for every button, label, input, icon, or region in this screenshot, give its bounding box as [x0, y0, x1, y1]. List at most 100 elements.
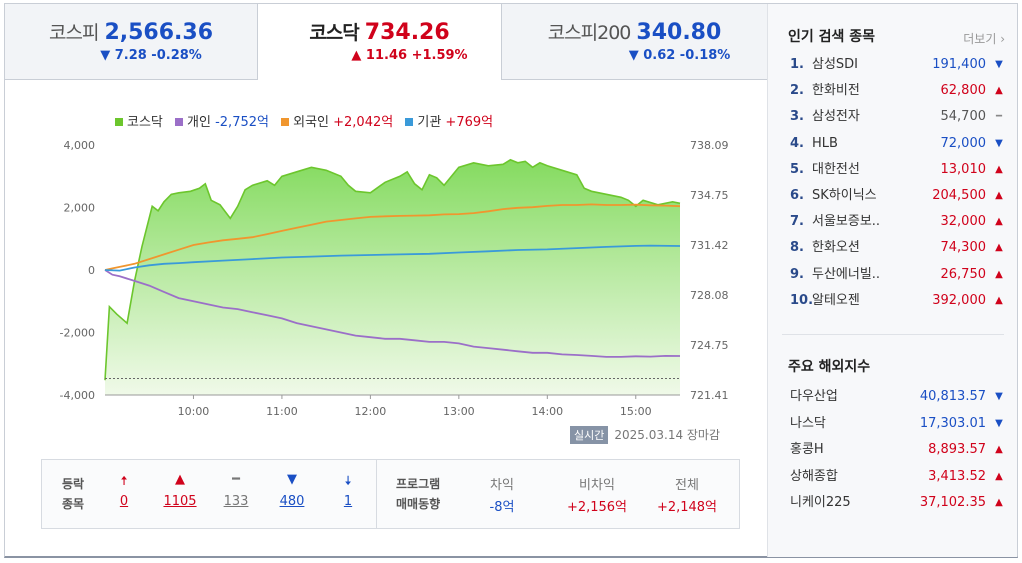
legend-institution: 기관 +769억	[405, 111, 493, 130]
overseas-item[interactable]: 나스닥 17,303.01 ▼	[790, 411, 1008, 438]
down-arrow-icon: ▼	[995, 137, 1003, 149]
stock-name[interactable]: HLB	[812, 135, 838, 151]
rank: 2.	[790, 83, 804, 99]
popular-item[interactable]: 7. 서울보증보.. 32,000 ▲	[790, 209, 1008, 235]
legend-label: 기관	[417, 115, 442, 130]
stock-price: 74,300	[940, 240, 987, 256]
up-arrow-icon: ▲	[995, 497, 1003, 508]
overseas-item[interactable]: 홍콩H 8,893.57 ▲	[790, 437, 1008, 464]
popular-item[interactable]: 8. 한화오션 74,300 ▲	[790, 235, 1008, 261]
stock-name[interactable]: 대한전선	[812, 161, 860, 177]
divider	[782, 334, 1004, 335]
popular-item[interactable]: 1. 삼성SDI 191,400 ▼	[790, 52, 1008, 78]
popular-item[interactable]: 10. 알테오젠 392,000 ▲	[790, 288, 1008, 314]
up-arrow-icon: ▲	[995, 216, 1003, 228]
breadth-rise[interactable]: ▲ 1105	[160, 472, 200, 509]
x-tick-label: 12:00	[355, 405, 387, 418]
popular-item[interactable]: 5. 대한전선 13,010 ▲	[790, 157, 1008, 183]
breadth-count[interactable]: 1105	[163, 494, 197, 509]
stock-price: 191,400	[932, 57, 986, 72]
overseas-item[interactable]: 니케이225 37,102.35 ▲	[790, 490, 1008, 517]
stock-name[interactable]: 서울보증보..	[812, 214, 881, 230]
breadth-flat[interactable]: ━ 133	[216, 472, 256, 509]
tab-kospi200[interactable]: 코스피200 340.80 ▼ 0.62 -0.18%	[502, 4, 767, 80]
index-name[interactable]: 상해종합	[790, 468, 838, 484]
index-price: 3,413.52	[928, 468, 986, 484]
more-label: 더보기	[963, 32, 997, 46]
breadth-count[interactable]: 480	[279, 494, 305, 509]
sidebar: 인기 검색 종목 더보기 › 1. 삼성SDI 191,400 ▼ 2. 한화비전 62,8…	[767, 4, 1017, 557]
fall-icon: ▼	[287, 472, 297, 487]
breadth-upper-limit[interactable]: 🠅 0	[104, 472, 144, 509]
y-left-tick-label: 0	[88, 264, 95, 277]
stock-name[interactable]: 두산에너빌..	[812, 266, 881, 282]
x-tick-label: 13:00	[443, 405, 475, 418]
breadth-count[interactable]: 1	[343, 494, 353, 509]
y-right-tick-label: 734.75	[690, 189, 729, 202]
tab-kosdaq[interactable]: 코스닥 734.26 ▲ 11.46 +1.59%	[258, 4, 502, 80]
legend-foreign: 외국인 +2,042억	[281, 111, 393, 130]
y-right-tick-label: 731.42	[690, 239, 729, 252]
y-left-tick-label: 2,000	[64, 202, 96, 215]
program-col-value: +2,148억	[656, 500, 718, 515]
breadth-label: 등락 종목	[62, 474, 84, 514]
breadth-fall[interactable]: ▼ 480	[272, 472, 312, 509]
stock-name[interactable]: 한화비전	[812, 83, 860, 99]
index-name[interactable]: 니케이225	[790, 495, 851, 510]
rank: 8.	[790, 240, 804, 256]
legend-value: -2,752억	[215, 115, 269, 130]
program-col-value: -8억	[489, 500, 515, 515]
stock-name[interactable]: SK하이닉스	[812, 187, 877, 203]
popular-item[interactable]: 9. 두산에너빌.. 26,750 ▲	[790, 262, 1008, 288]
tab-change: ▼ 0.62 -0.18%	[628, 48, 731, 63]
stock-name[interactable]: 한화오션	[812, 240, 860, 256]
y-right-tick-label: 738.09	[690, 139, 729, 152]
overseas-item[interactable]: 다우산업 40,813.57 ▼	[790, 384, 1008, 411]
realtime-badge[interactable]: 실시간	[570, 426, 609, 444]
legend-value: +769억	[445, 115, 494, 130]
up-arrow-icon: ▲	[995, 163, 1003, 175]
index-price: 17,303.01	[919, 415, 986, 431]
overseas-item[interactable]: 상해종합 3,413.52 ▲	[790, 464, 1008, 491]
stock-name[interactable]: 삼성전자	[812, 109, 860, 125]
y-right-tick-label: 721.41	[690, 389, 729, 402]
popular-item[interactable]: 4. HLB 72,000 ▼	[790, 131, 1008, 157]
stock-name[interactable]: 알테오젠	[812, 292, 860, 308]
program-label-1: 프로그램	[396, 477, 441, 491]
more-link[interactable]: 더보기 ›	[963, 30, 1005, 47]
stock-name[interactable]: 삼성SDI	[812, 57, 859, 72]
stock-price: 62,800	[940, 83, 987, 99]
breadth-count[interactable]: 0	[119, 494, 129, 509]
legend-label: 코스닥	[127, 115, 163, 130]
index-name[interactable]: 다우산업	[790, 389, 838, 404]
program-col-head: 차익	[490, 478, 514, 493]
popular-item[interactable]: 3. 삼성전자 54,700 ━	[790, 104, 1008, 130]
tab-value: 2,566.36	[104, 20, 213, 45]
chart-legend: 코스닥 개인 -2,752억 외국인 +2,042억 기관 +769억	[115, 111, 501, 130]
popular-item[interactable]: 6. SK하이닉스 204,500 ▲	[790, 183, 1008, 209]
chevron-right-icon: ›	[1000, 32, 1005, 46]
stock-price: 204,500	[932, 187, 986, 203]
index-price: 40,813.57	[919, 389, 986, 404]
index-price: 37,102.35	[919, 495, 986, 510]
index-name[interactable]: 나스닥	[790, 415, 826, 431]
stock-price: 13,010	[940, 161, 987, 177]
down-arrow-icon: ▼	[995, 59, 1003, 70]
flat-icon: ━	[232, 472, 240, 487]
lower-limit-icon: 🠇	[344, 474, 352, 489]
rank: 5.	[790, 161, 804, 177]
rank: 4.	[790, 135, 804, 151]
series-area-kosdaq	[105, 159, 680, 395]
y-right-tick-label: 728.08	[690, 289, 729, 302]
breadth-lower-limit[interactable]: 🠇 1	[328, 472, 368, 509]
program-col-value: +2,156억	[566, 500, 628, 515]
rank: 3.	[790, 109, 804, 125]
tab-kospi[interactable]: 코스피 2,566.36 ▼ 7.28 -0.28%	[5, 4, 258, 80]
overseas-title: 주요 해외지수	[788, 359, 871, 375]
tab-name: 코스닥	[309, 22, 359, 44]
status-line: 실시간 2025.03.14 장마감	[570, 426, 720, 444]
index-name[interactable]: 홍콩H	[790, 442, 824, 457]
breadth-count[interactable]: 133	[223, 494, 249, 509]
popular-item[interactable]: 2. 한화비전 62,800 ▲	[790, 78, 1008, 104]
tab-value: 340.80	[636, 20, 722, 45]
